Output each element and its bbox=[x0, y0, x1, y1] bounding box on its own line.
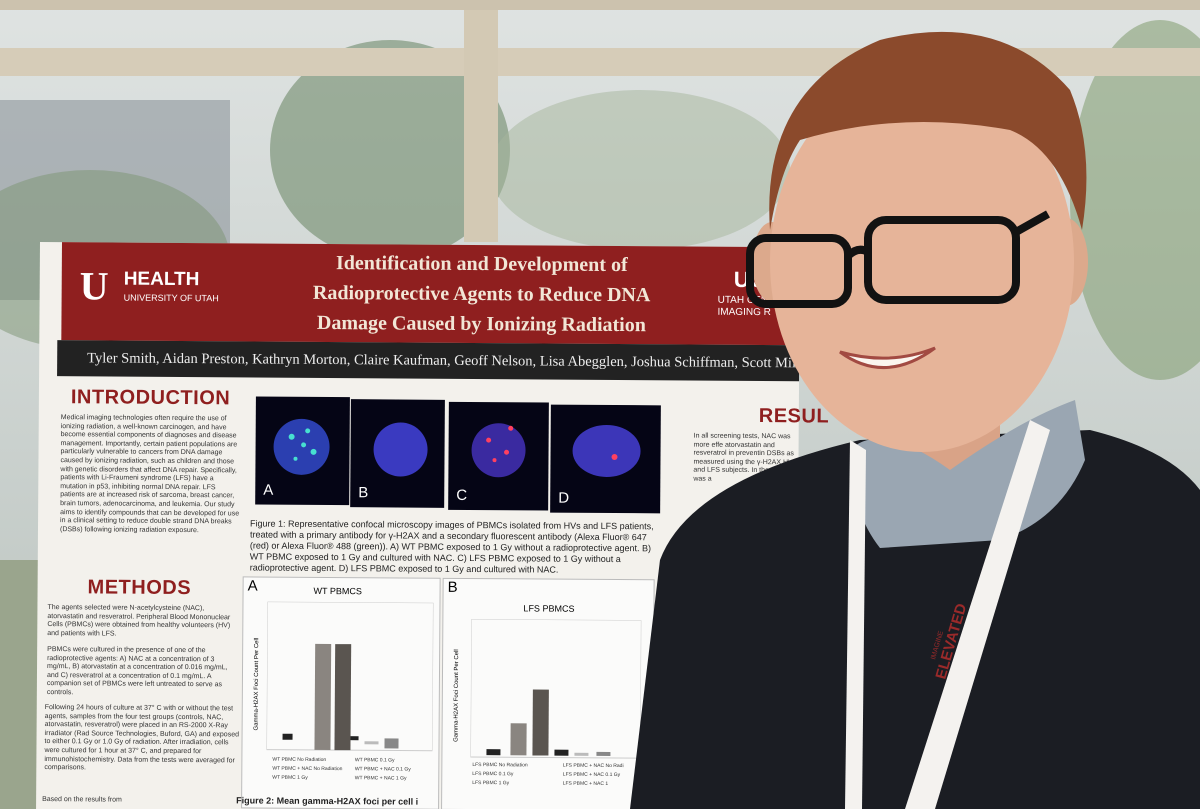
micrograph: C bbox=[448, 401, 549, 511]
micrograph: B bbox=[350, 399, 445, 508]
micrograph: D bbox=[550, 404, 661, 514]
bar-chart: B LFS PBMCS Gamma-H2AX Foci Count Per Ce… bbox=[441, 577, 655, 809]
bar-chart: A WT PBMCS Gamma-H2AX Foci Count Per Cel… bbox=[241, 576, 441, 809]
poster: U HEALTH UNIVERSITY OF UTAH Identificati… bbox=[35, 242, 829, 809]
micrograph: A bbox=[255, 396, 350, 506]
